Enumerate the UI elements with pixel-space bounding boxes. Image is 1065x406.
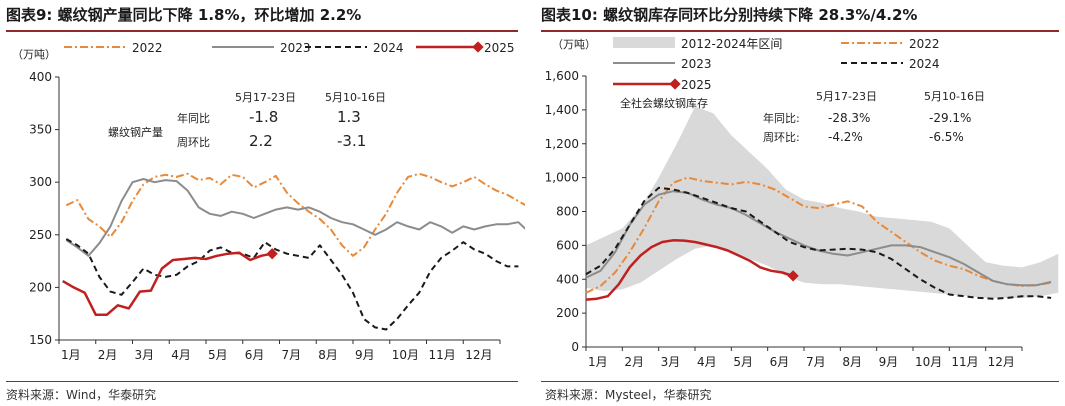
series-annotation: 螺纹钢产量 xyxy=(108,125,163,139)
stats-table-header: 5月17-23日 xyxy=(816,90,877,103)
left-source: 资料来源：Wind，华泰研究 xyxy=(6,388,157,402)
legend-label: 2022 xyxy=(132,41,163,55)
y-tick-label: 350 xyxy=(29,123,52,137)
x-tick-label: 5月 xyxy=(733,355,753,369)
y-tick-label: 250 xyxy=(29,228,52,242)
y-unit-label: （万吨） xyxy=(12,48,56,61)
series-line-2025 xyxy=(585,239,794,301)
x-tick-label: 3月 xyxy=(135,348,155,362)
stats-value: -3.1 xyxy=(337,132,366,150)
legend-label: 2023 xyxy=(681,57,712,71)
x-tick-label: 10月 xyxy=(392,348,419,362)
stats-table-header: 5月10-16日 xyxy=(325,91,386,104)
x-tick-label: 7月 xyxy=(806,355,826,369)
x-tick-label: 10月 xyxy=(915,355,942,369)
y-tick-label: 300 xyxy=(29,175,52,189)
right-title-rule xyxy=(541,30,1059,32)
x-tick-label: 12月 xyxy=(465,348,492,362)
x-tick-label: 7月 xyxy=(282,348,302,362)
legend-marker-2025 xyxy=(669,78,681,90)
series-line-2023 xyxy=(65,178,525,257)
range-band-area xyxy=(586,106,1059,298)
x-tick-label: 1月 xyxy=(61,348,81,362)
stats-row-label: 年同比 xyxy=(177,111,210,125)
legend-label: 2023 xyxy=(280,41,311,55)
y-tick-label: 150 xyxy=(29,333,52,347)
legend-label: 2012-2024年区间 xyxy=(681,37,782,51)
series-line-2022 xyxy=(65,172,525,257)
legend-label: 2025 xyxy=(681,78,712,92)
series-line-2023 xyxy=(585,190,1052,287)
stats-value: 1.3 xyxy=(337,108,361,126)
legend-label: 2022 xyxy=(909,37,940,51)
x-tick-label: 4月 xyxy=(171,348,191,362)
stats-row-label: 周环比 xyxy=(177,136,210,149)
stats-value: -4.2% xyxy=(828,130,863,144)
legend-label: 2025 xyxy=(484,41,515,55)
series-2025-end-marker xyxy=(787,270,799,282)
x-tick-label: 11月 xyxy=(429,348,456,362)
legend-marker-2025 xyxy=(472,41,484,53)
y-tick-label: 1,000 xyxy=(545,171,579,185)
x-tick-label: 8月 xyxy=(842,355,862,369)
left-chart: （万吨） 150 200 250 300 350 400 1月 2月 3月 4月 5月 6月 7月 8月 9月… xyxy=(12,41,525,362)
x-tick-label: 2月 xyxy=(98,348,118,362)
x-tick-label: 9月 xyxy=(879,355,899,369)
x-tick-label: 3月 xyxy=(661,355,681,369)
y-tick-label: 200 xyxy=(29,280,52,294)
x-tick-label: 4月 xyxy=(697,355,717,369)
left-title-rule xyxy=(6,30,518,32)
stats-value: -29.1% xyxy=(929,111,971,125)
right-source: 资料来源：Mysteel，华泰研究 xyxy=(545,388,712,402)
y-tick-label: 800 xyxy=(556,205,579,219)
x-tick-label: 6月 xyxy=(770,355,790,369)
x-tick-label: 11月 xyxy=(951,355,978,369)
left-source-rule xyxy=(6,381,518,382)
y-tick-label: 1,200 xyxy=(545,137,579,151)
y-tick-label: 1,600 xyxy=(545,69,579,83)
y-unit-label: （万吨） xyxy=(552,38,596,51)
stats-value: 2.2 xyxy=(249,132,273,150)
series-annotation: 全社会螺纹钢库存 xyxy=(620,96,708,110)
y-tick-label: 200 xyxy=(556,306,579,320)
left-chart-title: 图表9: 螺纹钢产量同比下降 1.8%，环比增加 2.2% xyxy=(6,6,362,24)
x-tick-label: 8月 xyxy=(318,348,338,362)
right-chart: （万吨） 0 200 400 600 800 1,000 1,200 1,400 1,600 1月 2… xyxy=(545,37,1059,369)
x-tick-label: 2月 xyxy=(624,355,644,369)
y-tick-label: 0 xyxy=(571,340,579,354)
right-source-rule xyxy=(541,381,1059,382)
series-line-2024 xyxy=(65,238,519,331)
y-tick-label: 400 xyxy=(29,70,52,84)
series-2025-end-marker xyxy=(266,248,278,260)
right-chart-title: 图表10: 螺纹钢库存同环比分别持续下降 28.3%/4.2% xyxy=(541,6,918,24)
y-tick-label: 600 xyxy=(556,238,579,252)
legend-label: 2024 xyxy=(373,41,404,55)
stats-table-header: 5月10-16日 xyxy=(924,90,985,103)
stats-value: -28.3% xyxy=(828,111,870,125)
x-tick-label: 5月 xyxy=(208,348,228,362)
series-line-2025 xyxy=(62,251,273,317)
x-tick-label: 9月 xyxy=(355,348,375,362)
stats-row-label: 周环比: xyxy=(763,131,800,144)
stats-value: -1.8 xyxy=(249,108,278,126)
x-tick-label: 6月 xyxy=(245,348,265,362)
y-tick-label: 1,400 xyxy=(545,103,579,117)
x-tick-label: 1月 xyxy=(588,355,608,369)
y-tick-label: 400 xyxy=(556,272,579,286)
stats-value: -6.5% xyxy=(929,130,964,144)
stats-table-header: 5月17-23日 xyxy=(235,91,296,104)
legend-label: 2024 xyxy=(909,57,940,71)
legend-swatch-band xyxy=(613,37,675,48)
stats-row-label: 年同比: xyxy=(763,111,800,125)
series-line-2022 xyxy=(585,176,1052,294)
x-tick-label: 12月 xyxy=(988,355,1015,369)
